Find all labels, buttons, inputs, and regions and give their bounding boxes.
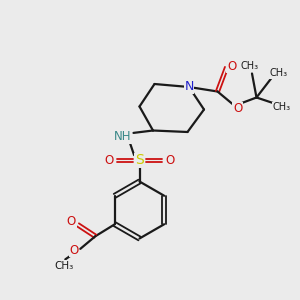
Text: CH₃: CH₃ [241, 61, 259, 71]
Text: O: O [67, 215, 76, 228]
Text: NH: NH [114, 130, 132, 143]
Text: O: O [233, 102, 242, 116]
Text: N: N [184, 80, 194, 94]
Text: O: O [104, 154, 113, 167]
Text: S: S [135, 154, 144, 167]
Text: O: O [166, 154, 175, 167]
Text: CH₃: CH₃ [273, 102, 291, 112]
Text: O: O [69, 244, 78, 257]
Text: CH₃: CH₃ [269, 68, 287, 79]
Text: CH₃: CH₃ [54, 261, 74, 271]
Text: O: O [227, 59, 236, 73]
